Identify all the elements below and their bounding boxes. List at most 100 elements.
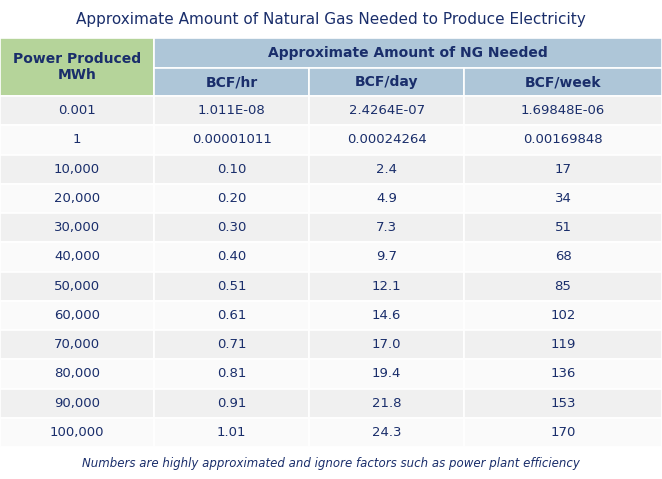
Text: 90,000: 90,000 (54, 397, 100, 410)
Text: 34: 34 (555, 192, 571, 205)
Bar (0, 330, 154, 359)
Text: 50,000: 50,000 (54, 280, 100, 293)
Text: 0.91: 0.91 (217, 397, 246, 410)
Text: 0.00024264: 0.00024264 (347, 133, 426, 147)
Text: 0.51: 0.51 (217, 280, 246, 293)
Text: 12.1: 12.1 (372, 280, 401, 293)
Bar (0, 213, 154, 242)
Bar (309, 418, 464, 447)
Bar (154, 418, 309, 447)
Text: Numbers are highly approximated and ignore factors such as power plant efficienc: Numbers are highly approximated and igno… (82, 456, 580, 469)
Text: 24.3: 24.3 (372, 426, 401, 439)
Text: 14.6: 14.6 (372, 309, 401, 322)
Text: BCF/hr: BCF/hr (206, 75, 258, 89)
Bar (309, 155, 464, 184)
Text: 0.001: 0.001 (58, 104, 96, 117)
Bar (309, 68, 464, 96)
Bar (0, 301, 154, 330)
Text: 19.4: 19.4 (372, 367, 401, 380)
Text: 80,000: 80,000 (54, 367, 100, 380)
Bar (0, 447, 662, 479)
Text: 119: 119 (550, 338, 576, 351)
Text: 60,000: 60,000 (54, 309, 100, 322)
Bar (309, 242, 464, 272)
Text: 2.4: 2.4 (376, 163, 397, 176)
Bar (154, 68, 309, 96)
Bar (464, 213, 662, 242)
Bar (154, 272, 309, 301)
Text: 0.81: 0.81 (217, 367, 246, 380)
Bar (464, 330, 662, 359)
Bar (309, 301, 464, 330)
Bar (154, 213, 309, 242)
Bar (154, 330, 309, 359)
Bar (0, 125, 154, 155)
Text: 1: 1 (73, 133, 81, 147)
Bar (0, 272, 154, 301)
Bar (0, 418, 154, 447)
Bar (464, 184, 662, 213)
Bar (154, 388, 309, 418)
Text: 51: 51 (555, 221, 571, 234)
Text: 2.4264E-07: 2.4264E-07 (349, 104, 424, 117)
Bar (0, 184, 154, 213)
Text: 0.10: 0.10 (217, 163, 246, 176)
Text: 1.011E-08: 1.011E-08 (198, 104, 265, 117)
Bar (464, 272, 662, 301)
Text: 17: 17 (555, 163, 571, 176)
Text: 40,000: 40,000 (54, 251, 100, 263)
Bar (0, 0, 662, 38)
Text: 1.01: 1.01 (217, 426, 246, 439)
Bar (154, 96, 309, 125)
Text: 1.69848E-06: 1.69848E-06 (521, 104, 605, 117)
Bar (0, 242, 154, 272)
Text: 170: 170 (550, 426, 576, 439)
Bar (154, 301, 309, 330)
Text: 0.40: 0.40 (217, 251, 246, 263)
Text: 153: 153 (550, 397, 576, 410)
Text: Power Produced
MWh: Power Produced MWh (13, 52, 141, 82)
Bar (0, 96, 154, 125)
Text: 9.7: 9.7 (376, 251, 397, 263)
Text: 7.3: 7.3 (376, 221, 397, 234)
Bar (464, 359, 662, 388)
Bar (0, 155, 154, 184)
Bar (309, 213, 464, 242)
Text: 70,000: 70,000 (54, 338, 100, 351)
Bar (464, 96, 662, 125)
Bar (309, 359, 464, 388)
Bar (464, 418, 662, 447)
Bar (464, 125, 662, 155)
Bar (309, 184, 464, 213)
Bar (464, 242, 662, 272)
Bar (464, 155, 662, 184)
Text: 100,000: 100,000 (50, 426, 105, 439)
Bar (309, 125, 464, 155)
Bar (309, 96, 464, 125)
Text: 0.20: 0.20 (217, 192, 246, 205)
Text: BCF/day: BCF/day (355, 75, 418, 89)
Text: 4.9: 4.9 (376, 192, 397, 205)
Text: 30,000: 30,000 (54, 221, 100, 234)
Text: 102: 102 (550, 309, 576, 322)
Bar (0, 38, 154, 96)
Text: 0.30: 0.30 (217, 221, 246, 234)
Bar (309, 330, 464, 359)
Text: 0.71: 0.71 (217, 338, 246, 351)
Text: Approximate Amount of Natural Gas Needed to Produce Electricity: Approximate Amount of Natural Gas Needed… (76, 11, 586, 26)
Text: 10,000: 10,000 (54, 163, 100, 176)
Text: 0.00169848: 0.00169848 (523, 133, 603, 147)
Bar (154, 38, 662, 68)
Bar (0, 388, 154, 418)
Text: BCF/week: BCF/week (525, 75, 601, 89)
Text: 136: 136 (550, 367, 576, 380)
Bar (154, 155, 309, 184)
Text: Approximate Amount of NG Needed: Approximate Amount of NG Needed (268, 46, 548, 60)
Text: 0.00001011: 0.00001011 (192, 133, 271, 147)
Bar (0, 359, 154, 388)
Bar (309, 272, 464, 301)
Text: 20,000: 20,000 (54, 192, 100, 205)
Bar (464, 68, 662, 96)
Bar (464, 301, 662, 330)
Text: 85: 85 (555, 280, 571, 293)
